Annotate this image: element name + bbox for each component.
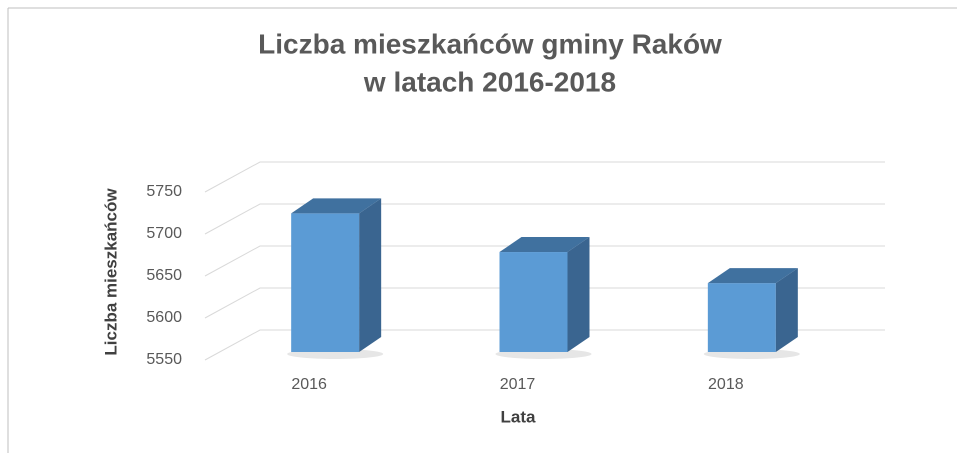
y-tick-label: 5700 — [146, 225, 182, 242]
y-tick-label: 5550 — [146, 351, 182, 368]
grid-line — [204, 161, 885, 193]
grid-line — [204, 203, 885, 235]
x-tick-label: 2017 — [500, 376, 536, 393]
x-tick-label: 2018 — [708, 376, 744, 393]
y-tick-label: 5750 — [146, 183, 182, 200]
bar — [499, 252, 568, 352]
bar-side — [567, 237, 590, 352]
bar-top — [291, 198, 382, 214]
y-tick-label: 5600 — [146, 309, 182, 326]
chart-title: w latach 2016-2018 — [363, 66, 616, 97]
bar-top — [707, 268, 798, 284]
grid-line — [204, 329, 885, 361]
bar-side — [359, 198, 382, 352]
bar-top — [499, 237, 590, 253]
grid-line — [204, 245, 885, 277]
bar — [291, 213, 360, 352]
grid-line — [204, 287, 885, 319]
x-tick-label: 2016 — [291, 376, 327, 393]
x-axis-title: Lata — [501, 407, 537, 426]
bar-side — [775, 268, 798, 352]
chart-title: Liczba mieszkańców gminy Raków — [258, 28, 722, 59]
y-axis-title: Liczba mieszkańców — [101, 188, 120, 356]
y-tick-label: 5650 — [146, 267, 182, 284]
grid — [204, 161, 885, 361]
bar — [707, 283, 776, 352]
bars — [287, 198, 800, 359]
